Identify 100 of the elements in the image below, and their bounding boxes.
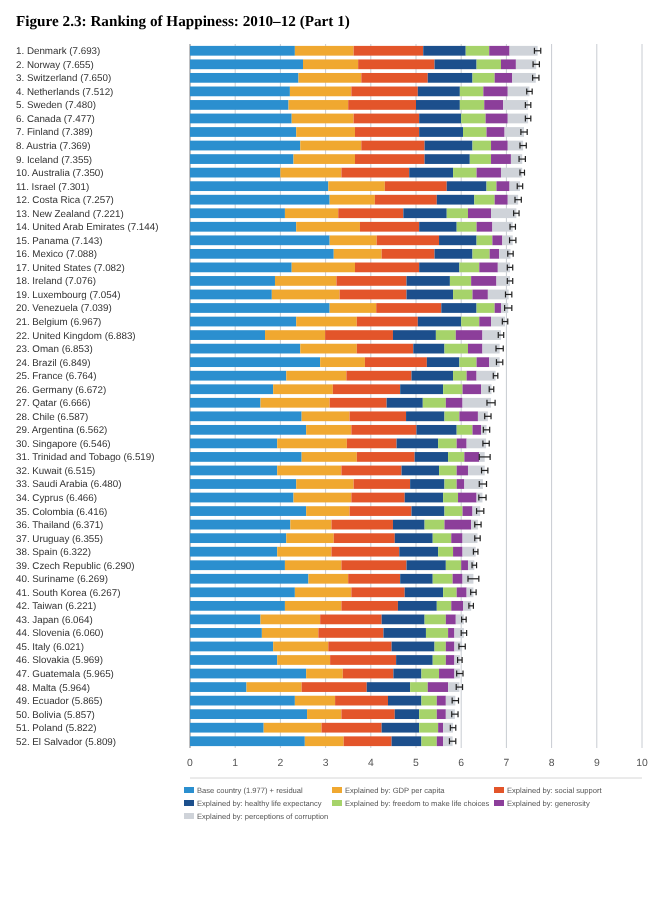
bar xyxy=(190,167,281,178)
bar xyxy=(496,181,510,192)
bar xyxy=(296,316,357,327)
bar xyxy=(476,221,493,232)
bar xyxy=(190,682,247,692)
bar xyxy=(306,424,352,435)
bar xyxy=(445,614,456,625)
bar xyxy=(361,72,428,83)
bar xyxy=(190,248,334,259)
bar xyxy=(459,86,484,97)
bar xyxy=(419,262,460,273)
bar xyxy=(482,330,501,340)
bar xyxy=(459,357,477,368)
bar xyxy=(463,127,487,137)
bar xyxy=(425,628,449,638)
bar xyxy=(284,600,342,611)
bar xyxy=(293,492,352,503)
bar xyxy=(190,316,297,327)
bar xyxy=(300,343,357,354)
bar xyxy=(296,479,354,489)
bar xyxy=(318,628,384,638)
bar xyxy=(190,113,292,124)
bar xyxy=(271,289,340,300)
bar xyxy=(277,655,331,665)
bar xyxy=(392,519,425,530)
bar xyxy=(419,113,462,124)
bar xyxy=(448,452,465,462)
bar xyxy=(416,100,460,110)
bar xyxy=(289,86,352,97)
bar xyxy=(280,167,342,178)
bar xyxy=(507,113,529,124)
bar xyxy=(356,343,414,354)
bar xyxy=(190,655,278,665)
bar xyxy=(261,628,319,638)
bar xyxy=(348,100,416,110)
bar xyxy=(246,682,302,692)
bar xyxy=(462,506,473,516)
bar xyxy=(190,479,297,489)
bar xyxy=(320,614,382,625)
bar xyxy=(190,492,294,503)
bar xyxy=(417,316,462,327)
bar xyxy=(472,72,495,83)
bar xyxy=(384,181,447,192)
bar xyxy=(190,127,297,137)
bar xyxy=(469,154,492,164)
bar xyxy=(436,709,446,720)
bar xyxy=(456,438,467,449)
bar xyxy=(458,492,477,503)
bar xyxy=(491,154,511,164)
bar xyxy=(341,600,398,611)
bar xyxy=(381,248,435,259)
bar xyxy=(296,127,355,137)
bar xyxy=(265,330,326,340)
bar xyxy=(464,479,483,489)
bar xyxy=(467,208,492,219)
bar xyxy=(456,424,473,435)
bar xyxy=(483,86,508,97)
bar xyxy=(290,519,332,530)
bar xyxy=(190,438,278,449)
bar xyxy=(456,479,465,489)
bar xyxy=(416,424,457,435)
bar xyxy=(401,465,440,476)
bar xyxy=(277,438,347,449)
bar xyxy=(421,668,440,679)
bar xyxy=(476,303,495,313)
bar xyxy=(190,628,262,638)
bar xyxy=(507,86,530,97)
bar xyxy=(293,154,355,164)
bar xyxy=(471,276,497,286)
bar xyxy=(366,682,411,692)
bar xyxy=(448,628,455,638)
bar xyxy=(300,140,362,151)
bar xyxy=(351,424,417,435)
bar xyxy=(419,709,437,720)
bar xyxy=(476,235,493,246)
bar xyxy=(335,695,388,706)
bar xyxy=(396,438,439,449)
bar xyxy=(325,330,393,340)
bar xyxy=(484,100,504,110)
bar xyxy=(190,424,307,435)
bar xyxy=(424,154,470,164)
bar xyxy=(288,100,349,110)
bar xyxy=(451,600,464,611)
bar xyxy=(397,600,437,611)
bar xyxy=(320,357,365,368)
bar xyxy=(449,276,472,286)
bar xyxy=(414,452,449,462)
bar xyxy=(479,262,498,273)
bar xyxy=(354,154,425,164)
bar xyxy=(417,86,460,97)
bar xyxy=(411,506,445,516)
bar xyxy=(479,316,492,327)
bar xyxy=(444,343,468,354)
bar xyxy=(476,357,490,368)
bar xyxy=(190,695,295,706)
bar xyxy=(494,194,508,205)
bar xyxy=(286,533,334,544)
bar xyxy=(394,533,433,544)
bar xyxy=(353,113,420,124)
bar xyxy=(277,465,342,476)
